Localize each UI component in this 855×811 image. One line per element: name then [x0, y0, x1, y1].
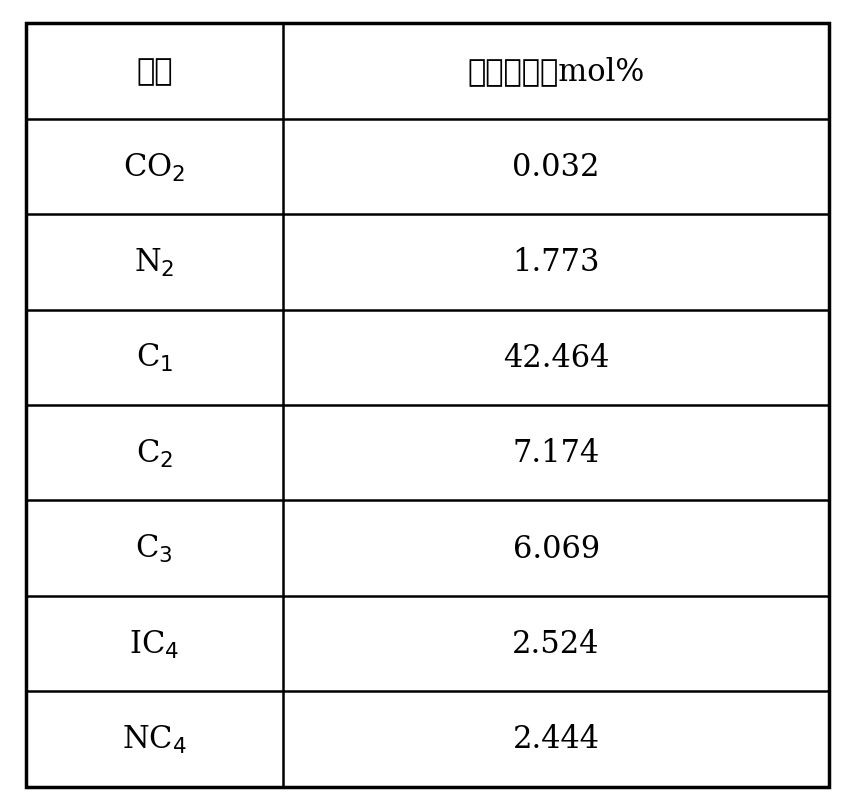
Text: 42.464: 42.464 — [503, 342, 610, 373]
Text: 2.444: 2.444 — [513, 723, 599, 754]
Text: 0.032: 0.032 — [512, 152, 600, 182]
Text: C$_1$: C$_1$ — [136, 341, 173, 374]
Text: 7.174: 7.174 — [512, 438, 599, 469]
Text: NC$_4$: NC$_4$ — [122, 723, 186, 755]
Text: 6.069: 6.069 — [512, 533, 599, 564]
Text: C$_2$: C$_2$ — [136, 437, 173, 470]
Text: 2.524: 2.524 — [512, 629, 600, 659]
Text: IC$_4$: IC$_4$ — [129, 628, 180, 660]
Text: N$_2$: N$_2$ — [134, 247, 174, 279]
Text: CO$_2$: CO$_2$ — [123, 151, 186, 183]
Text: C$_3$: C$_3$ — [135, 532, 173, 564]
Text: 组分: 组分 — [136, 57, 173, 88]
Text: 摩尔组成，mol%: 摩尔组成，mol% — [468, 57, 645, 88]
Text: 1.773: 1.773 — [512, 247, 600, 278]
